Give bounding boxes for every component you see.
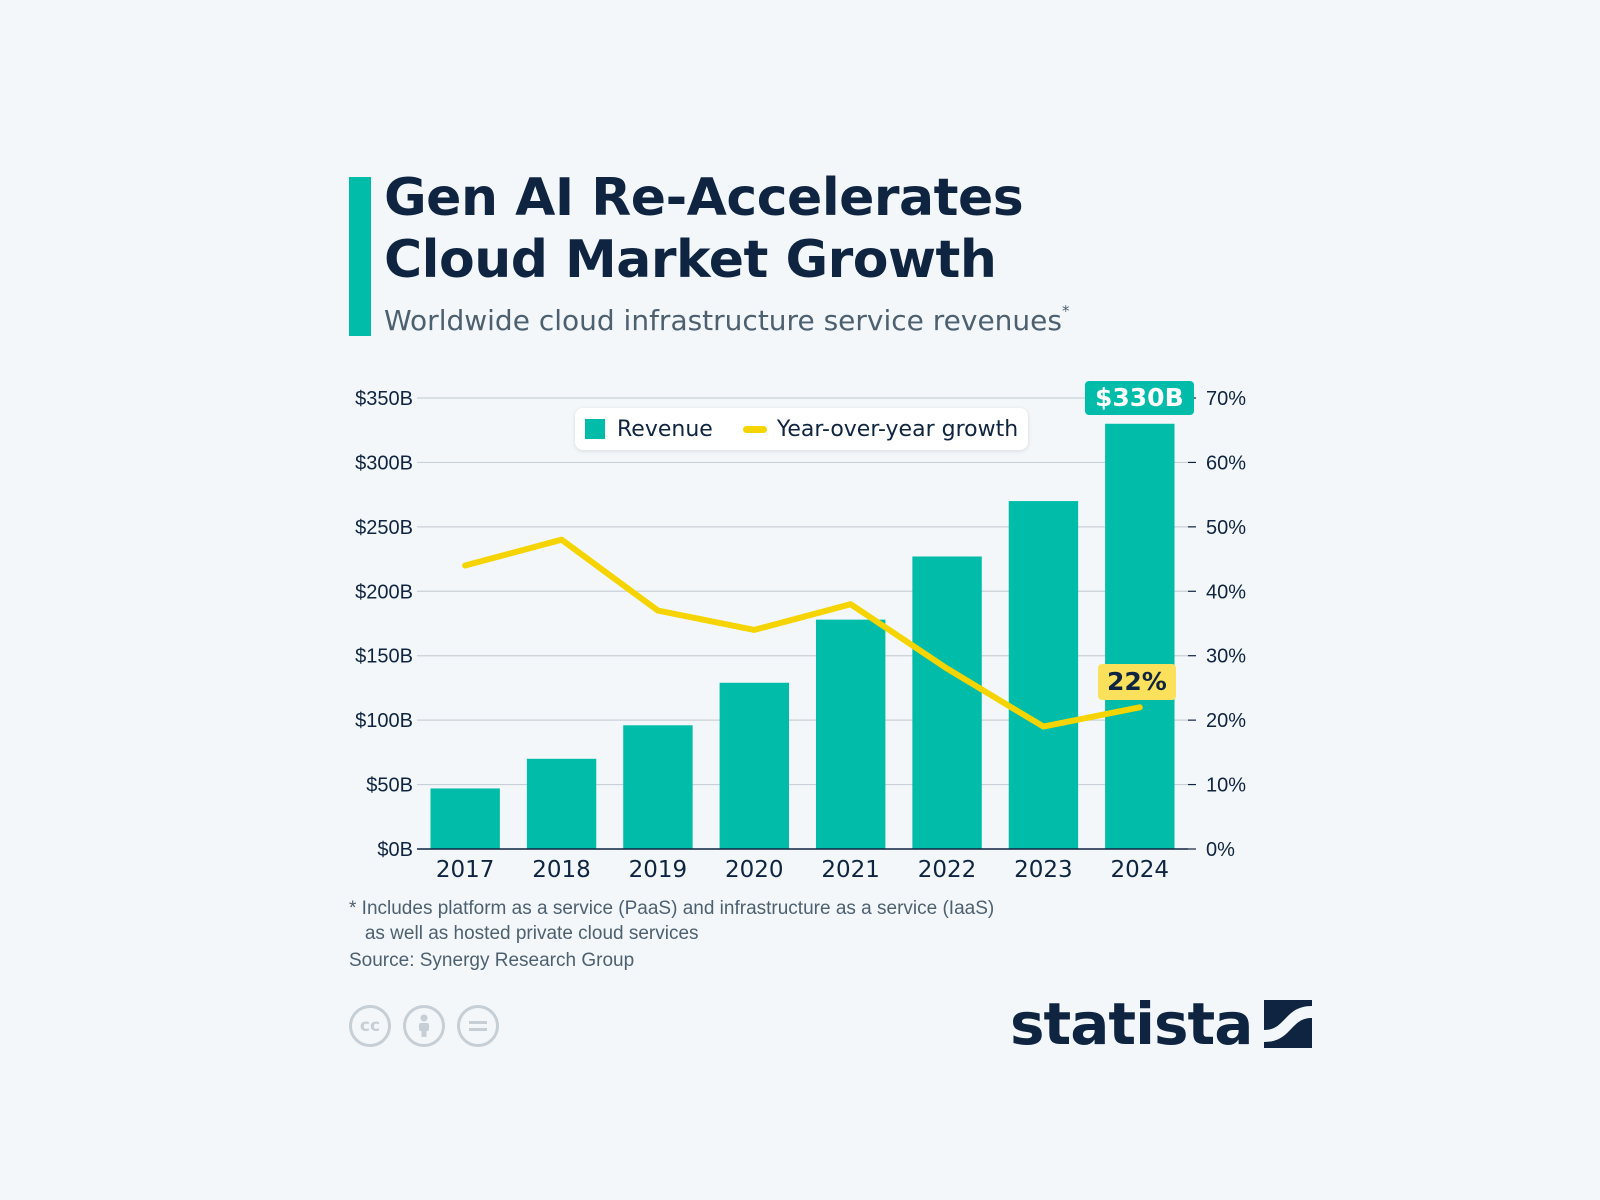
statista-logo-icon — [1264, 1000, 1313, 1048]
y-left-tick-label: $250B — [355, 517, 413, 539]
title-line-1: Gen AI Re-Accelerates — [384, 168, 1024, 228]
revenue-bar — [526, 758, 597, 849]
y-right-tick-label: 30% — [1206, 646, 1246, 668]
x-tick-label: 2019 — [629, 857, 688, 883]
person-glyph — [419, 1014, 429, 1037]
y-left-tick-label: $100B — [355, 710, 413, 732]
license-icons: cc — [349, 1005, 499, 1047]
revenue-bar — [430, 788, 500, 849]
legend-growth-label: Year-over-year growth — [776, 416, 1019, 442]
legend-revenue-swatch — [585, 419, 605, 439]
cc-icon[interactable]: cc — [349, 1005, 391, 1047]
x-tick-label: 2024 — [1111, 857, 1170, 883]
revenue-bar — [912, 556, 982, 849]
title-accent-bar — [349, 177, 371, 336]
revenue-bar — [623, 725, 693, 849]
x-tick-label: 2017 — [436, 857, 495, 883]
y-left-tick-label: $150B — [355, 646, 413, 668]
revenue-bar — [1105, 423, 1175, 849]
footnote: * Includes platform as a service (PaaS) … — [349, 898, 995, 944]
title-line-2: Cloud Market Growth — [384, 230, 997, 290]
attribution-icon[interactable] — [403, 1005, 445, 1047]
y-left-tick-label: $50B — [366, 775, 413, 797]
revenue-2024-callout: $330B — [1085, 381, 1194, 415]
y-left-tick-label: $0B — [377, 839, 413, 861]
y-right-tick-label: 20% — [1206, 710, 1246, 732]
x-tick-label: 2021 — [821, 857, 880, 883]
legend-growth-swatch — [742, 425, 767, 433]
chart-legend: Revenue Year-over-year growth — [575, 408, 1029, 450]
y-right-tick-label: 50% — [1206, 517, 1246, 539]
source-line: Source: Synergy Research Group — [349, 950, 635, 971]
no-derivatives-icon[interactable] — [457, 1005, 499, 1047]
subtitle-text: Worldwide cloud infrastructure service r… — [384, 304, 1062, 337]
statista-logo[interactable]: statista — [1010, 990, 1313, 1058]
x-tick-label: 2018 — [532, 857, 591, 883]
page-title: Gen AI Re-Accelerates Cloud Market Growt… — [384, 167, 1024, 291]
y-right-tick-label: 70% — [1206, 388, 1246, 410]
equals-glyph — [469, 1021, 487, 1031]
statista-wordmark: statista — [1010, 990, 1253, 1058]
subtitle-footnote-mark: * — [1062, 302, 1070, 320]
y-right-tick-label: 40% — [1206, 581, 1246, 603]
growth-line — [462, 536, 1143, 730]
y-right-tick-label: 60% — [1206, 452, 1246, 474]
legend-revenue-label: Revenue — [617, 416, 713, 442]
y-right-tick-label: 10% — [1206, 775, 1246, 797]
y-left-tick-label: $300B — [355, 452, 413, 474]
x-tick-label: 2020 — [725, 857, 784, 883]
x-tick-label: 2022 — [918, 857, 977, 883]
revenue-bar — [719, 682, 790, 849]
chart-subtitle: Worldwide cloud infrastructure service r… — [384, 302, 1070, 337]
y-left-tick-label: $350B — [355, 388, 413, 410]
revenue-bar — [815, 619, 886, 849]
growth-2024-callout: 22% — [1098, 664, 1176, 700]
revenue-bar — [1008, 501, 1079, 849]
y-right-tick-label: 0% — [1206, 839, 1235, 861]
x-tick-label: 2023 — [1014, 857, 1073, 883]
y-left-tick-label: $200B — [355, 581, 413, 603]
